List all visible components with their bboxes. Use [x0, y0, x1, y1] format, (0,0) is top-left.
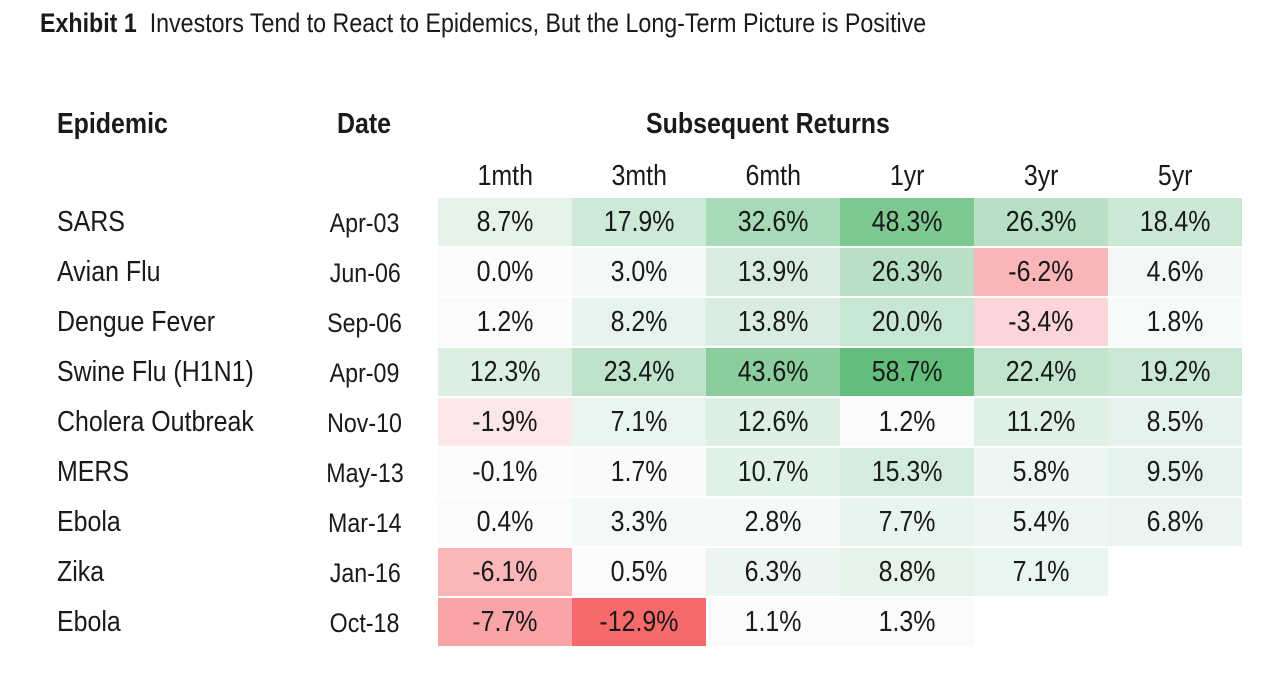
- heatmap-cell: 1.3%: [840, 598, 974, 646]
- row-epidemic-name: Ebola: [57, 506, 121, 538]
- row-date: Mar-14: [328, 508, 402, 538]
- heatmap-cell: 6.8%: [1108, 498, 1242, 546]
- heatmap-cell: 8.7%: [438, 198, 572, 246]
- heatmap-cell: 1.8%: [1108, 298, 1242, 346]
- heatmap-cell: 1.2%: [438, 298, 572, 346]
- column-header-6mth: 6mth: [745, 160, 801, 192]
- row-epidemic-name: Dengue Fever: [57, 306, 216, 338]
- heatmap-cell: 43.6%: [706, 348, 840, 396]
- exhibit-title-text: Investors Tend to React to Epidemics, Bu…: [149, 8, 927, 38]
- row-date: Apr-09: [330, 358, 400, 388]
- row-epidemic-name: Avian Flu: [57, 256, 161, 288]
- heatmap-cell: 12.6%: [706, 398, 840, 446]
- heatmap-cell: 1.2%: [840, 398, 974, 446]
- heatmap-cell: 32.6%: [706, 198, 840, 246]
- heatmap-cell: 3.3%: [572, 498, 706, 546]
- heatmap-cell: 3.0%: [572, 248, 706, 296]
- heatmap-cell: 6.3%: [706, 548, 840, 596]
- heatmap-cell: 13.8%: [706, 298, 840, 346]
- heatmap-cell: 15.3%: [840, 448, 974, 496]
- row-epidemic-name: Zika: [57, 556, 105, 588]
- heatmap-cell: 4.6%: [1108, 248, 1242, 296]
- heatmap-cell: 8.5%: [1108, 398, 1242, 446]
- heatmap-cell: 20.0%: [840, 298, 974, 346]
- column-header-3yr: 3yr: [1023, 160, 1059, 192]
- heatmap-cell: 23.4%: [572, 348, 706, 396]
- heatmap-cell: 17.9%: [572, 198, 706, 246]
- column-header-1mth: 1mth: [477, 160, 533, 192]
- heatmap-cell: 11.2%: [974, 398, 1108, 446]
- heatmap-cell: 8.2%: [572, 298, 706, 346]
- heatmap-cell: 1.1%: [706, 598, 840, 646]
- heatmap-cell: -7.7%: [438, 598, 572, 646]
- date-header: Date: [337, 108, 392, 140]
- row-date: Apr-03: [330, 208, 400, 238]
- heatmap-cell: 22.4%: [974, 348, 1108, 396]
- row-date: Jun-06: [329, 258, 401, 288]
- heatmap-cell: 5.8%: [974, 448, 1108, 496]
- heatmap-cell: 7.1%: [572, 398, 706, 446]
- column-header-1yr: 1yr: [889, 160, 925, 192]
- subsequent-returns-header: Subsequent Returns: [646, 108, 890, 140]
- heatmap-cell: -6.1%: [438, 548, 572, 596]
- heatmap-cell: -0.1%: [438, 448, 572, 496]
- heatmap-cell: 13.9%: [706, 248, 840, 296]
- heatmap-cell: 19.2%: [1108, 348, 1242, 396]
- row-date: Sep-06: [327, 308, 403, 338]
- heatmap-cell: 26.3%: [974, 198, 1108, 246]
- exhibit-title: Exhibit 1 Investors Tend to React to Epi…: [40, 8, 926, 39]
- heatmap-cell: -6.2%: [974, 248, 1108, 296]
- heatmap-cell: 7.1%: [974, 548, 1108, 596]
- heatmap-cell: 12.3%: [438, 348, 572, 396]
- heatmap-cell: 0.4%: [438, 498, 572, 546]
- row-date: Nov-10: [327, 408, 403, 438]
- row-epidemic-name: Cholera Outbreak: [57, 406, 254, 438]
- exhibit-label: Exhibit 1: [40, 8, 137, 38]
- row-date: May-13: [326, 458, 404, 488]
- row-epidemic-name: SARS: [57, 206, 125, 238]
- column-header-3mth: 3mth: [611, 160, 667, 192]
- heatmap-cell: 9.5%: [1108, 448, 1242, 496]
- heatmap-cell: -12.9%: [572, 598, 706, 646]
- heatmap-cell: 0.0%: [438, 248, 572, 296]
- heatmap-cell: 26.3%: [840, 248, 974, 296]
- heatmap-cell: 1.7%: [572, 448, 706, 496]
- row-date: Oct-18: [330, 608, 400, 638]
- heatmap-cell: 48.3%: [840, 198, 974, 246]
- heatmap-cell: 5.4%: [974, 498, 1108, 546]
- heatmap-cell: 18.4%: [1108, 198, 1242, 246]
- heatmap-cell: 0.5%: [572, 548, 706, 596]
- row-epidemic-name: MERS: [57, 456, 130, 488]
- heatmap-cell: 58.7%: [840, 348, 974, 396]
- heatmap-cell: 8.8%: [840, 548, 974, 596]
- row-date: Jan-16: [329, 558, 401, 588]
- heatmap-cell: 2.8%: [706, 498, 840, 546]
- column-header-5yr: 5yr: [1157, 160, 1193, 192]
- row-epidemic-name: Ebola: [57, 606, 121, 638]
- epidemic-header: Epidemic: [57, 108, 168, 140]
- heatmap-cell: 7.7%: [840, 498, 974, 546]
- heatmap-cell: -3.4%: [974, 298, 1108, 346]
- heatmap-cell: 10.7%: [706, 448, 840, 496]
- heatmap-cell: -1.9%: [438, 398, 572, 446]
- row-epidemic-name: Swine Flu (H1N1): [57, 356, 254, 388]
